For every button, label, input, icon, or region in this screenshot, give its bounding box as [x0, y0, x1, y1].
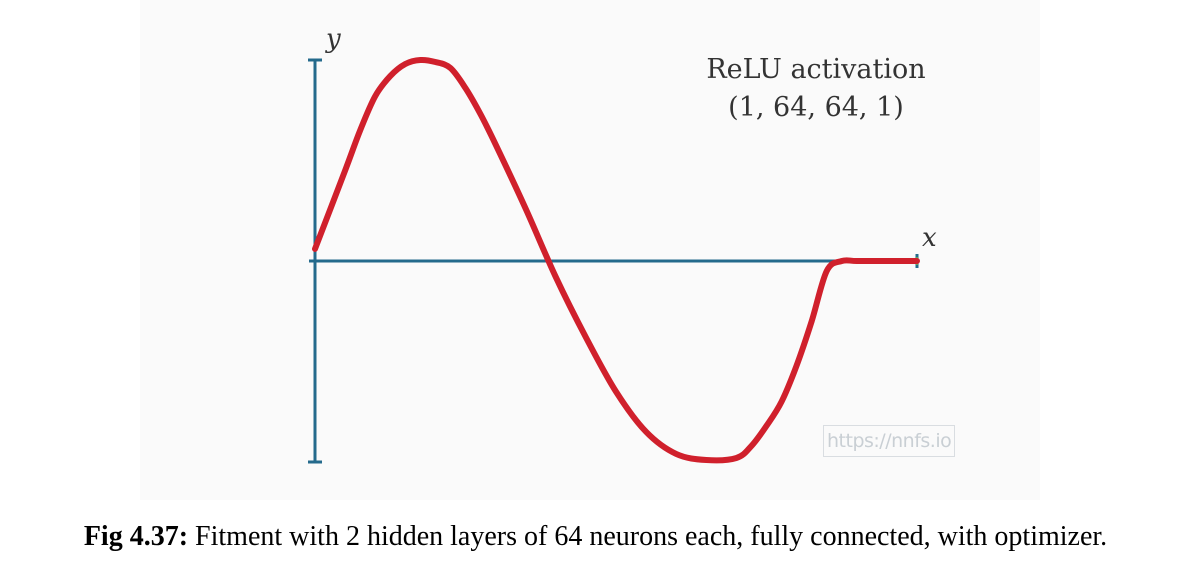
x-axis-label: x: [922, 223, 937, 253]
line-chart: [308, 56, 920, 464]
plot-area: y x ReLU activation (1, 64, 64, 1) https…: [140, 0, 1040, 500]
figure-caption-label: Fig 4.37:: [83, 521, 189, 552]
chart-annotation-title: ReLU activation: [706, 54, 926, 85]
series-line-0: [312, 56, 920, 464]
watermark: https://nnfs.io: [823, 425, 956, 457]
y-axis-label: y: [326, 24, 341, 54]
figure-caption-text: Fitment with 2 hidden layers of 64 neuro…: [188, 521, 1108, 552]
figure-caption: Fig 4.37: Fitment with 2 hidden layers o…: [0, 521, 1191, 553]
chart-annotation-subtitle: (1, 64, 64, 1): [728, 92, 904, 123]
